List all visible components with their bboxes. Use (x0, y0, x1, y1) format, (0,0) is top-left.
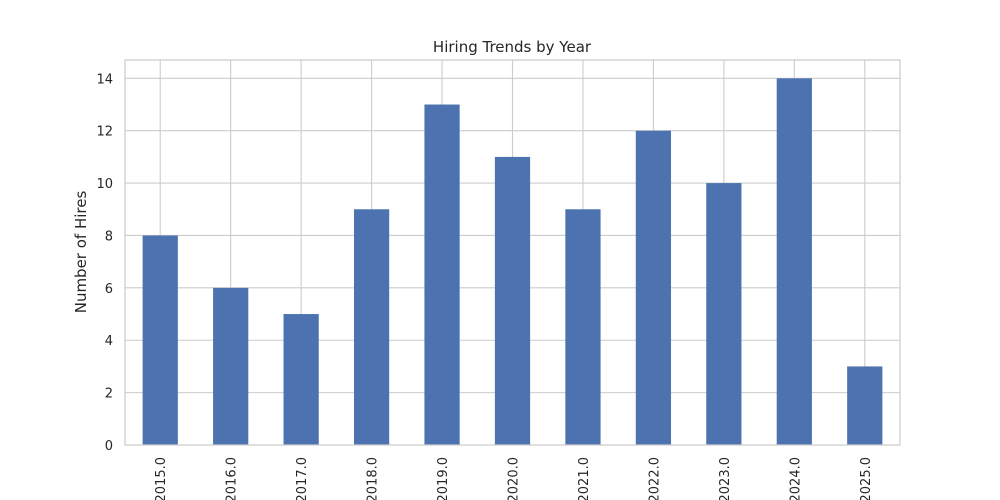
bar-2020.0 (494, 156, 531, 445)
x-tick-label: 2021.0 (577, 457, 592, 500)
x-tick-label: 2015.0 (154, 457, 169, 500)
bar-2016.0 (213, 287, 249, 445)
bar-2023.0 (706, 183, 742, 445)
axes-frame (124, 59, 901, 446)
y-tick-labels: 0 2 4 6 8 10 12 14 (96, 72, 113, 454)
bar-2015.0 (142, 235, 178, 445)
y-tick-label: 8 (105, 229, 113, 244)
y-tick-label: 12 (96, 125, 113, 140)
x-tick-label: 2024.0 (788, 457, 803, 500)
bar-2022.0 (635, 130, 672, 445)
y-tick-label: 10 (96, 177, 113, 192)
bar-2024.0 (776, 78, 812, 445)
bar-2021.0 (565, 209, 601, 445)
y-tick-label: 6 (105, 282, 113, 297)
bar-2025.0 (847, 366, 883, 445)
y-axis-title: Number of Hires (72, 191, 90, 314)
x-tick-label: 2025.0 (859, 457, 874, 500)
x-tick-label: 2016.0 (225, 457, 240, 500)
bars (142, 78, 883, 446)
x-tick-label: 2018.0 (366, 457, 381, 500)
y-tick-label: 14 (96, 72, 113, 87)
bar-2019.0 (424, 104, 460, 446)
y-tick-label: 4 (105, 334, 113, 349)
x-tick-labels: 2015.0 2016.0 2017.0 2018.0 2019.0 2020.0 2021… (154, 457, 874, 500)
bar-2017.0 (283, 314, 319, 445)
chart-title: Hiring Trends by Year (433, 38, 592, 56)
x-tick-label: 2022.0 (647, 457, 662, 500)
x-tick-label: 2019.0 (436, 457, 451, 500)
y-tick-label: 0 (105, 439, 113, 454)
x-tick-label: 2017.0 (295, 457, 310, 500)
x-tick-label: 2023.0 (718, 457, 733, 500)
x-tick-label: 2020.0 (507, 457, 522, 500)
y-tick-label: 2 (105, 387, 113, 402)
bar-2018.0 (353, 209, 390, 445)
